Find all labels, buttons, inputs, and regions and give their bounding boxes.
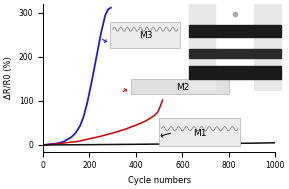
FancyBboxPatch shape [131, 79, 229, 94]
Bar [189, 66, 281, 79]
Text: M1: M1 [193, 129, 206, 138]
Bar [189, 49, 281, 58]
FancyBboxPatch shape [110, 22, 180, 48]
Bar [189, 4, 215, 91]
Text: M2: M2 [176, 83, 189, 92]
FancyBboxPatch shape [159, 118, 240, 146]
Bar [254, 4, 281, 91]
Y-axis label: ΔR/R0 (%): ΔR/R0 (%) [4, 57, 13, 99]
Bar [189, 25, 281, 37]
X-axis label: Cycle numbers: Cycle numbers [127, 176, 191, 185]
Text: M3: M3 [140, 31, 153, 40]
